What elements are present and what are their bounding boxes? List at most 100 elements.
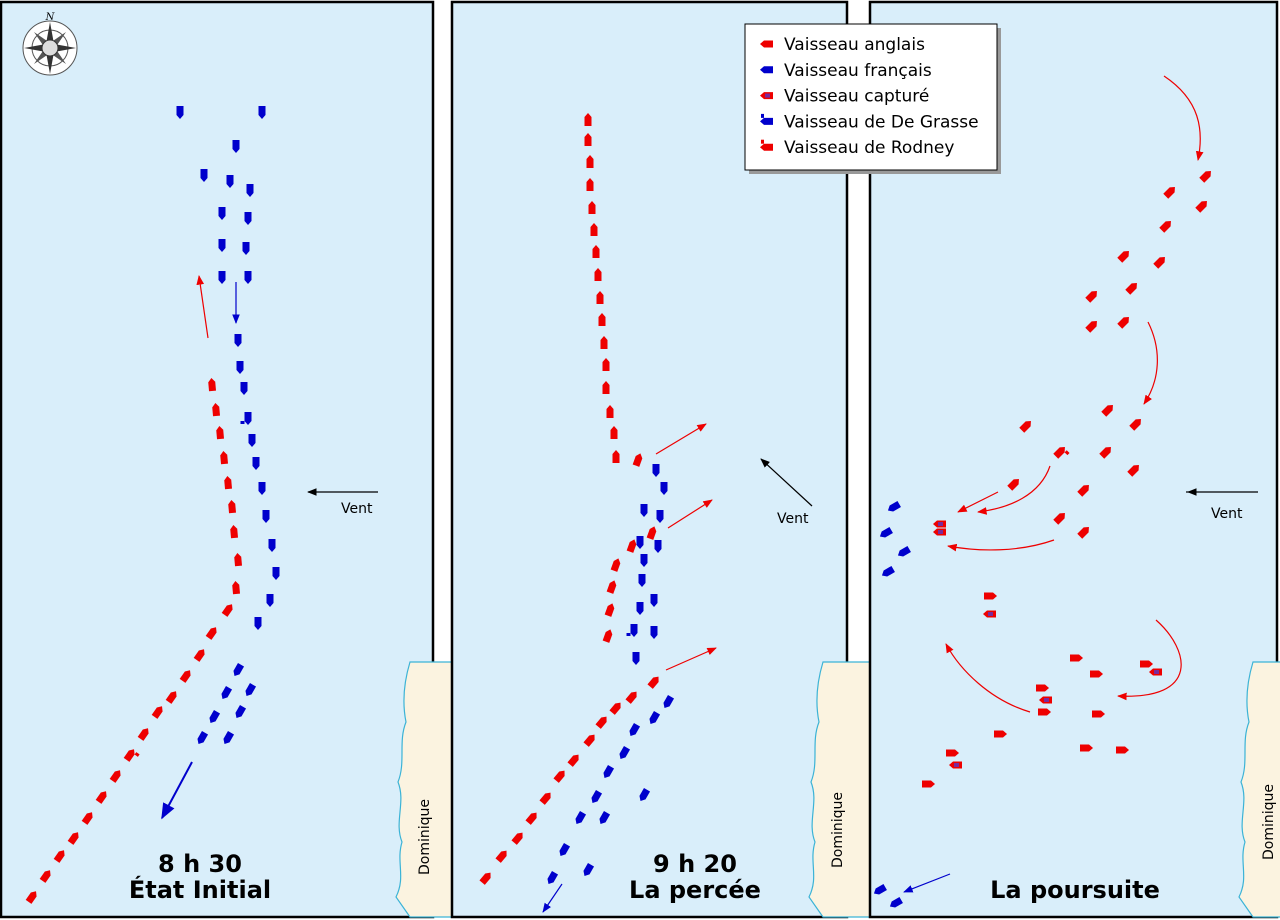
- arrows: [161, 75, 1258, 913]
- panel-1: [0, 0, 461, 919]
- ship: [1101, 405, 1113, 417]
- legend: Vaisseau anglais Vaisseau français Vaissea…: [744, 23, 1001, 174]
- legend-label: Vaisseau anglais: [784, 35, 925, 55]
- legend-icon: [760, 139, 773, 151]
- ship: [559, 843, 571, 857]
- panel-time: 9 h 20: [653, 850, 737, 878]
- ship: [586, 178, 594, 191]
- ship: [598, 313, 606, 326]
- ship: [81, 812, 93, 825]
- ship: [218, 239, 226, 252]
- ship: [606, 580, 617, 594]
- island-label: Dominique: [417, 799, 433, 875]
- ship: [933, 528, 946, 536]
- ship: [230, 525, 239, 539]
- ship: [632, 652, 640, 665]
- ship: [887, 500, 901, 512]
- ship: [262, 510, 270, 523]
- ship: [626, 624, 638, 637]
- ship: [234, 334, 242, 347]
- ship: [652, 464, 660, 477]
- ship: [235, 705, 247, 719]
- ship: [639, 788, 651, 802]
- ship: [1129, 419, 1141, 431]
- ships: [25, 106, 1211, 908]
- ship: [640, 554, 648, 567]
- ship: [1080, 744, 1093, 752]
- ship: [254, 617, 262, 630]
- ship: [233, 663, 245, 677]
- ship: [539, 792, 551, 805]
- ship: [647, 676, 659, 689]
- ship: [244, 271, 252, 284]
- ship: [525, 812, 537, 825]
- ship: [609, 702, 621, 715]
- ship: [1036, 684, 1049, 692]
- ship: [209, 710, 221, 724]
- ship: [599, 811, 611, 825]
- ship: [592, 245, 600, 258]
- ship: [1053, 513, 1065, 525]
- ship: [610, 426, 618, 439]
- ship: [179, 670, 191, 683]
- ship: [258, 106, 266, 119]
- ship: [1099, 447, 1111, 459]
- ship: [236, 361, 244, 374]
- ship: [234, 553, 243, 567]
- wind-label: Vent: [341, 501, 373, 517]
- ship: [1149, 668, 1162, 676]
- ship: [1163, 187, 1175, 199]
- ship: [212, 403, 221, 417]
- ship: [994, 730, 1007, 738]
- ship: [650, 594, 658, 607]
- legend-label: Vaisseau capturé: [784, 87, 929, 107]
- ship: [590, 223, 598, 236]
- ship: [1007, 479, 1019, 491]
- legend-icon: [760, 40, 773, 48]
- ship: [606, 405, 614, 418]
- ship: [602, 358, 610, 371]
- ship: [873, 883, 887, 895]
- ship: [1199, 171, 1211, 183]
- compass: N: [22, 12, 78, 76]
- ship: [586, 155, 594, 168]
- ship: [197, 731, 209, 745]
- ship: [636, 602, 644, 615]
- ship: [67, 832, 79, 845]
- ship: [248, 434, 256, 447]
- ship: [604, 603, 615, 617]
- ship: [984, 592, 997, 600]
- ship: [272, 567, 280, 580]
- ship: [216, 426, 225, 440]
- ship: [654, 540, 662, 553]
- ship: [1153, 257, 1165, 269]
- ship: [879, 526, 893, 538]
- ship: [1117, 317, 1129, 329]
- compass-north: N: [45, 12, 56, 23]
- ship: [1077, 485, 1089, 497]
- ship: [933, 520, 946, 528]
- panel-title: État Initial: [129, 875, 271, 904]
- ship: [1195, 201, 1207, 213]
- legend-label: Vaisseau de De Grasse: [784, 112, 979, 132]
- ship: [663, 695, 675, 709]
- ship: [603, 765, 615, 779]
- ship: [511, 832, 523, 845]
- ship: [1038, 708, 1051, 716]
- ship: [949, 761, 962, 769]
- ship: [242, 242, 250, 255]
- ship: [602, 629, 613, 643]
- ship: [39, 870, 51, 883]
- ship: [218, 271, 226, 284]
- ship: [596, 291, 604, 304]
- ship: [232, 581, 241, 595]
- ship: [268, 539, 276, 552]
- ship: [1140, 660, 1153, 668]
- ship: [588, 201, 596, 214]
- ship: [495, 850, 507, 863]
- ship: [881, 565, 895, 577]
- ship: [583, 863, 595, 877]
- ship: [553, 770, 565, 783]
- ship: [1039, 696, 1052, 704]
- ship: [224, 476, 233, 490]
